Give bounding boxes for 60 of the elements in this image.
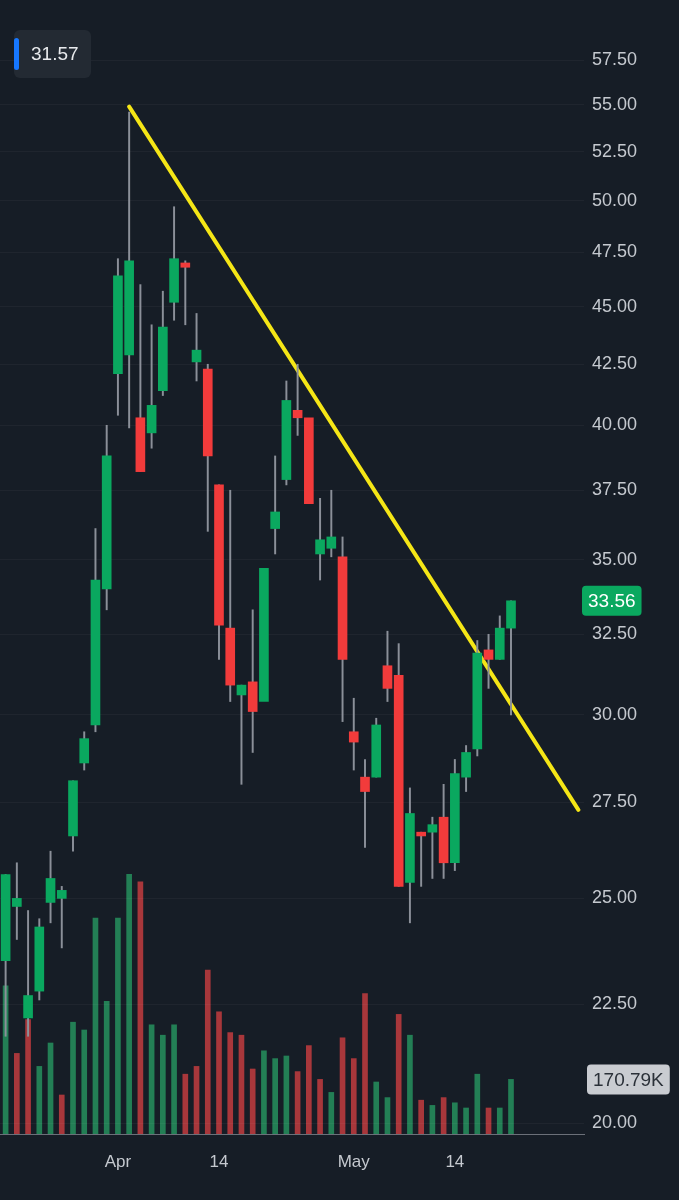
bar [395, 1014, 402, 1134]
bar [328, 1092, 335, 1134]
bar [496, 1107, 503, 1134]
y-tick-label: 22.50 [592, 993, 638, 1014]
bar [272, 1058, 278, 1134]
y-tick-label: 30.00 [592, 703, 638, 724]
bar [103, 1001, 110, 1134]
bar [204, 969, 211, 1134]
y-tick-label: 20.00 [592, 1111, 638, 1132]
bar [249, 1068, 256, 1134]
text: 170.79K [593, 1068, 665, 1090]
x-tick-label: 14 [209, 1151, 229, 1171]
bar [227, 1032, 234, 1134]
annotation: 31.57 [31, 43, 79, 65]
y-tick-label: 57.50 [592, 48, 638, 69]
y-tick-label: 47.50 [592, 241, 638, 262]
bar [126, 874, 132, 1134]
bar [418, 1099, 424, 1134]
y-tick-label: 50.00 [592, 189, 638, 210]
bar [58, 1094, 65, 1134]
y-tick-label: 32.50 [592, 623, 638, 644]
y-tick-label: 35.00 [592, 548, 638, 569]
candlestick [304, 417, 314, 505]
bar [350, 1058, 357, 1134]
y-tick-label: 55.00 [592, 93, 638, 114]
candlestick [12, 862, 22, 940]
candlestick [416, 831, 426, 887]
bar [160, 1034, 166, 1134]
x-tick-label: 14 [445, 1151, 465, 1171]
y-tick-label: 37.50 [592, 479, 638, 500]
bar [452, 1102, 458, 1134]
y-tick-label: 27.50 [592, 791, 638, 812]
y-tick-label: 45.00 [592, 295, 638, 316]
bar [36, 1066, 43, 1134]
bar [70, 1021, 76, 1134]
y-tick-label: 42.50 [592, 353, 638, 374]
bar [463, 1107, 469, 1134]
bar [14, 1053, 20, 1134]
bar [474, 1073, 481, 1134]
bar [115, 917, 121, 1134]
x-tick-label: May [337, 1151, 371, 1171]
bar [261, 1050, 267, 1134]
candlestick [180, 260, 191, 326]
bar [182, 1073, 189, 1134]
bar [306, 1045, 312, 1134]
text: 33.56 [588, 590, 636, 612]
bar [171, 1024, 177, 1134]
bar [317, 1079, 323, 1134]
candlestick [292, 363, 303, 436]
bar [407, 1034, 413, 1134]
y-tick-label: 40.00 [592, 414, 638, 435]
x-tick-label: Apr [104, 1151, 132, 1171]
bar [508, 1079, 514, 1134]
bar [362, 993, 368, 1134]
bar [373, 1081, 380, 1134]
candlestick [259, 568, 269, 702]
y-tick-label: 52.50 [592, 140, 638, 161]
y-tick-label: 25.00 [592, 887, 638, 908]
bar [81, 1029, 88, 1134]
bar [216, 1011, 222, 1134]
